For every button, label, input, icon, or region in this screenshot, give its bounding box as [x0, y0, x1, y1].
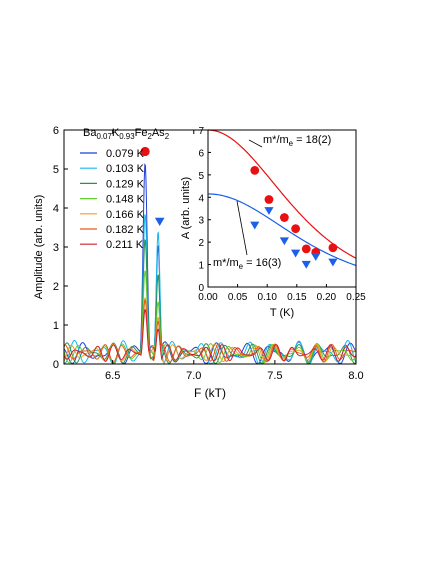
inset-y-tick-label: 4 [198, 193, 204, 204]
inset-y-tick-label: 1 [198, 261, 204, 272]
annotation-red-fit-part: m*/m [263, 134, 289, 146]
main-y-tick-label: 2 [53, 281, 59, 293]
annotation-red-fit: m*/me = 18(2) [263, 134, 331, 148]
annotation-red-fit-part: e [289, 139, 294, 148]
main-y-axis-label: Amplitude (arb. units) [33, 195, 45, 300]
legend-title: Ba0.07K0.93Fe2As2 [83, 127, 169, 141]
annotation-blue-fit-part: = 16(3) [243, 257, 281, 269]
inset-y-tick-label: 5 [198, 171, 204, 182]
inset-point-circle [250, 165, 260, 175]
legend-entry: 0.211 K [106, 239, 144, 251]
main-x-tick-label: 6.5 [105, 370, 120, 382]
annotation-blue-fit: m*/me = 16(3) [213, 257, 281, 271]
inset-x-axis-label: T (K) [270, 307, 294, 319]
inset-point-circle [328, 243, 338, 253]
inset-fit-line [207, 193, 357, 267]
inset-y-tick-label: 7 [198, 126, 204, 137]
legend-title-part: 2 [147, 132, 151, 141]
main-y-tick-label: 5 [53, 164, 59, 176]
main-markers [140, 146, 165, 226]
spectrum-series-line [63, 309, 357, 362]
annotation-blue-fit-part: e [239, 262, 244, 271]
annotation-leader-blue [236, 200, 248, 256]
legend-title-part: 0.93 [119, 132, 135, 141]
legend-entry: 0.182 K [106, 224, 145, 236]
inset-axes: 0.00 0.05 0.10 0.15 0.20 0.25 0 1 2 3 4 5 6 7 [198, 126, 366, 303]
legend-entry: 0.079 K [106, 148, 145, 160]
main-x-tick-label: 8.0 [348, 370, 363, 382]
inset-point-triangle [291, 249, 301, 258]
main-y-tick-label: 4 [53, 203, 59, 215]
inset-fit-line [207, 129, 357, 259]
spectrum-series-line [63, 239, 357, 364]
inset-data-points [250, 165, 338, 269]
inset-fit-curves [207, 129, 357, 267]
inset-y-tick-label: 3 [198, 216, 204, 227]
legend-title-part: 2 [165, 132, 169, 141]
legend-entry: 0.103 K [106, 163, 145, 175]
inset-y-tick-label: 6 [198, 148, 204, 159]
inset-point-circle [291, 224, 301, 234]
inset-x-tick-label: 0.15 [287, 292, 307, 303]
inset-chart: 0.00 0.05 0.10 0.15 0.20 0.25 0 1 2 3 4 5 6 7 T (K) A… [180, 126, 366, 319]
inset-x-tick-label: 0.25 [346, 292, 366, 303]
legend-entry: 0.166 K [106, 209, 145, 221]
main-chart: 6.5 7.0 7.5 8.0 0 1 2 3 4 5 6 F (kT) Amplitude (ar… [33, 125, 364, 400]
inset-point-triangle [250, 221, 260, 230]
legend-entry: 0.129 K [106, 178, 145, 190]
inset-point-triangle [264, 207, 274, 215]
legend-title-part: Ba [83, 127, 97, 139]
main-y-tick-label: 1 [53, 320, 59, 332]
inset-y-axis-label: A (arb. units) [180, 177, 192, 239]
main-y-tick-label: 0 [53, 359, 59, 371]
main-axes: 6.5 7.0 7.5 8.0 0 1 2 3 4 5 6 [53, 125, 364, 382]
inset-point-circle [264, 195, 274, 204]
inset-point-triangle [279, 237, 289, 246]
inset-point-triangle [328, 258, 338, 267]
inset-x-tick-label: 0.00 [198, 292, 218, 303]
main-x-tick-label: 7.0 [186, 370, 201, 382]
inset-y-tick-label: 2 [198, 238, 204, 249]
inset-annotations: m*/me = 18(2)m*/me = 16(3) [213, 134, 331, 271]
annotation-blue-fit-part: m*/m [213, 257, 239, 269]
inset-x-tick-label: 0.05 [228, 292, 248, 303]
inset-point-circle [279, 213, 289, 222]
inset-y-tick-label: 0 [198, 283, 204, 294]
peak-marker-triangle [154, 217, 165, 226]
legend-title-part: K [112, 127, 120, 139]
inset-x-tick-label: 0.10 [257, 292, 277, 303]
main-x-axis-label: F (kT) [194, 386, 226, 400]
peak-marker-circle [140, 146, 150, 157]
inset-point-circle [301, 244, 311, 254]
inset-point-triangle [311, 253, 321, 261]
main-y-tick-label: 3 [53, 242, 59, 254]
main-y-tick-label: 6 [53, 125, 59, 137]
legend-entry: 0.148 K [106, 194, 145, 206]
legend-title-part: Fe [135, 127, 148, 139]
legend-title-part: 0.07 [96, 132, 111, 141]
inset-plot-frame [207, 129, 357, 288]
legend-title-part: As [152, 127, 165, 139]
inset-x-tick-label: 0.20 [317, 292, 337, 303]
main-x-tick-label: 7.5 [267, 370, 282, 382]
annotation-leader-red [248, 139, 263, 148]
inset-point-triangle [301, 260, 311, 269]
annotation-red-fit-part: = 18(2) [293, 134, 331, 146]
